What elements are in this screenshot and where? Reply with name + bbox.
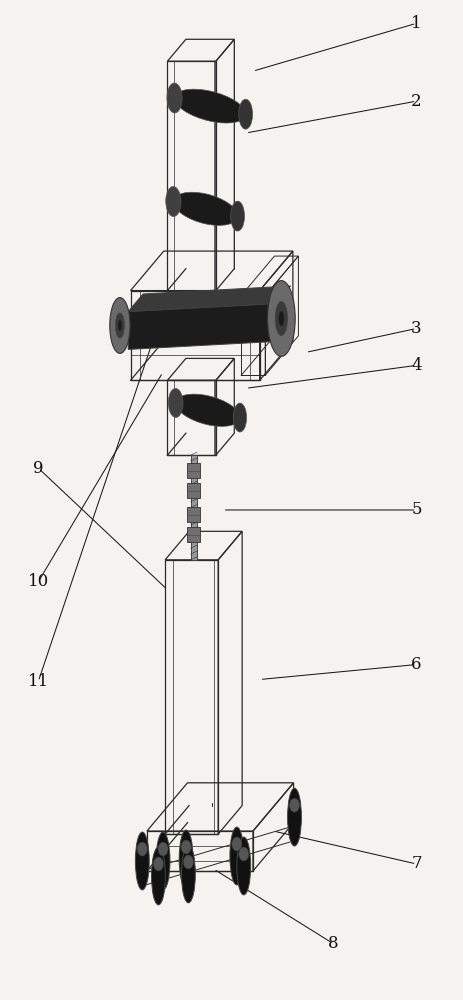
Ellipse shape <box>153 857 163 871</box>
Ellipse shape <box>135 832 149 890</box>
Ellipse shape <box>165 187 181 216</box>
Polygon shape <box>128 304 275 349</box>
Ellipse shape <box>233 403 246 432</box>
Ellipse shape <box>179 830 193 888</box>
Ellipse shape <box>175 394 239 426</box>
Text: 10: 10 <box>28 573 49 590</box>
Ellipse shape <box>230 827 243 885</box>
Ellipse shape <box>238 847 248 861</box>
Text: 5: 5 <box>410 501 421 518</box>
Ellipse shape <box>181 840 191 854</box>
Ellipse shape <box>275 301 287 336</box>
Bar <box>187 527 200 542</box>
Text: 4: 4 <box>410 357 421 374</box>
Ellipse shape <box>137 842 147 856</box>
Ellipse shape <box>232 837 241 851</box>
Ellipse shape <box>168 388 182 417</box>
Polygon shape <box>128 286 290 312</box>
Bar <box>190 455 197 560</box>
Ellipse shape <box>174 89 245 123</box>
Ellipse shape <box>181 845 195 903</box>
Text: 6: 6 <box>410 656 421 673</box>
Ellipse shape <box>287 788 301 846</box>
Ellipse shape <box>115 313 124 338</box>
Text: 2: 2 <box>410 93 421 110</box>
Text: 3: 3 <box>410 320 421 337</box>
Ellipse shape <box>156 832 169 890</box>
Bar <box>187 483 200 498</box>
Text: 8: 8 <box>327 935 338 952</box>
Ellipse shape <box>151 847 165 905</box>
Text: 11: 11 <box>28 673 49 690</box>
Ellipse shape <box>110 298 130 353</box>
Bar <box>187 507 200 522</box>
Ellipse shape <box>238 99 252 129</box>
Ellipse shape <box>278 311 283 326</box>
Ellipse shape <box>230 201 244 231</box>
Ellipse shape <box>289 798 299 812</box>
Ellipse shape <box>236 837 250 895</box>
Bar <box>187 463 200 478</box>
Text: 7: 7 <box>410 855 421 872</box>
Ellipse shape <box>183 855 193 869</box>
Ellipse shape <box>167 83 182 113</box>
Ellipse shape <box>118 320 122 331</box>
Text: 1: 1 <box>410 15 421 32</box>
Ellipse shape <box>173 192 237 225</box>
Text: 9: 9 <box>33 460 44 477</box>
Ellipse shape <box>267 281 294 356</box>
Ellipse shape <box>157 842 168 856</box>
